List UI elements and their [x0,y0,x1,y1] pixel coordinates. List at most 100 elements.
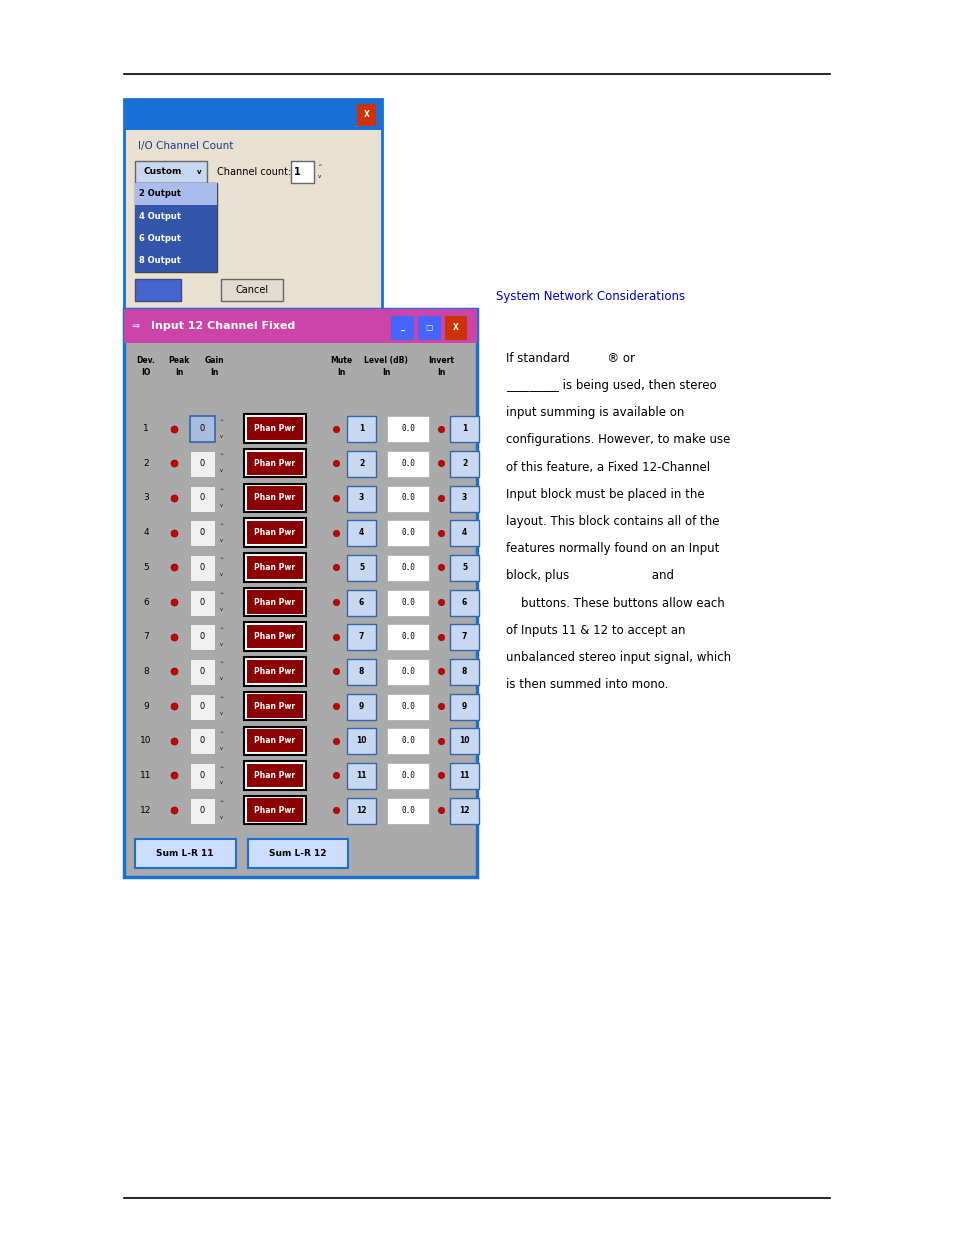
Text: If standard          ® or: If standard ® or [505,352,634,366]
Text: 7: 7 [358,632,364,641]
FancyBboxPatch shape [244,415,305,443]
Text: 10: 10 [458,736,470,745]
FancyBboxPatch shape [387,659,429,685]
Text: Phan Pwr: Phan Pwr [253,771,295,781]
Text: ^: ^ [219,627,223,632]
FancyBboxPatch shape [247,556,303,579]
Text: v: v [219,711,223,716]
FancyBboxPatch shape [190,798,214,824]
FancyBboxPatch shape [347,729,375,755]
Text: 10: 10 [140,736,152,745]
Text: 0: 0 [199,494,205,503]
FancyBboxPatch shape [221,279,283,301]
Text: 9: 9 [461,701,467,710]
FancyBboxPatch shape [135,161,207,183]
Text: 0.0: 0.0 [401,667,415,676]
Text: 4 Output: 4 Output [139,211,181,221]
Text: In: In [437,368,445,378]
FancyBboxPatch shape [135,227,216,249]
Text: 3: 3 [143,494,149,503]
FancyBboxPatch shape [244,726,305,755]
Text: Invert: Invert [428,356,455,366]
Text: 0: 0 [199,563,205,572]
FancyBboxPatch shape [450,694,478,720]
Text: 0: 0 [199,805,205,815]
FancyBboxPatch shape [135,205,216,227]
Text: Phan Pwr: Phan Pwr [253,736,295,745]
Text: features normally found on an Input: features normally found on an Input [505,542,719,556]
FancyBboxPatch shape [347,520,375,546]
Text: 0.0: 0.0 [401,701,415,710]
Text: layout. This block contains all of the: layout. This block contains all of the [505,515,719,529]
Text: 0.0: 0.0 [401,632,415,641]
Text: 1: 1 [358,424,364,433]
FancyBboxPatch shape [391,316,414,340]
Text: 0: 0 [199,458,205,468]
Text: X: X [453,324,458,332]
Text: 0.0: 0.0 [401,563,415,572]
Text: 12: 12 [140,805,152,815]
FancyBboxPatch shape [347,694,375,720]
FancyBboxPatch shape [135,279,181,301]
FancyBboxPatch shape [190,625,214,651]
Text: buttons. These buttons allow each: buttons. These buttons allow each [505,597,723,610]
Text: 12: 12 [458,805,470,815]
FancyBboxPatch shape [247,452,303,475]
Text: 5: 5 [358,563,364,572]
Text: Phan Pwr: Phan Pwr [253,424,295,433]
FancyBboxPatch shape [347,659,375,685]
Text: v: v [219,433,223,438]
Text: 2 Output: 2 Output [139,189,181,199]
FancyBboxPatch shape [135,183,216,205]
Text: Peak: Peak [169,356,190,366]
Text: 6 Output: 6 Output [139,233,181,243]
Text: _________ is being used, then stereo: _________ is being used, then stereo [505,379,716,393]
Text: In: In [175,368,183,378]
FancyBboxPatch shape [444,316,467,340]
FancyBboxPatch shape [124,99,381,346]
Text: Input 12 Channel Fixed: Input 12 Channel Fixed [151,321,294,331]
Text: 0.0: 0.0 [401,458,415,468]
Text: ^: ^ [219,766,223,771]
FancyBboxPatch shape [124,309,476,343]
FancyBboxPatch shape [347,625,375,651]
FancyBboxPatch shape [450,485,478,511]
Text: 3: 3 [461,494,467,503]
Text: v: v [219,642,223,647]
Text: ^: ^ [219,662,223,667]
Text: ^: ^ [219,557,223,562]
Text: 0: 0 [199,598,205,606]
Text: v: v [219,746,223,751]
FancyBboxPatch shape [387,625,429,651]
Text: 1: 1 [461,424,467,433]
Text: 9: 9 [143,701,149,710]
FancyBboxPatch shape [190,589,214,615]
Text: v: v [197,169,201,174]
FancyBboxPatch shape [244,692,305,720]
Text: 2: 2 [358,458,364,468]
FancyBboxPatch shape [124,309,476,877]
FancyBboxPatch shape [387,416,429,442]
Text: ^: ^ [317,164,321,169]
FancyBboxPatch shape [247,659,303,683]
Text: v: v [219,572,223,577]
FancyBboxPatch shape [190,763,214,789]
FancyBboxPatch shape [387,798,429,824]
Text: Phan Pwr: Phan Pwr [253,632,295,641]
Text: Sum L-R 12: Sum L-R 12 [269,848,326,858]
FancyBboxPatch shape [347,589,375,615]
FancyBboxPatch shape [450,659,478,685]
FancyBboxPatch shape [190,659,214,685]
FancyBboxPatch shape [244,588,305,616]
Text: 6: 6 [461,598,467,606]
Text: v: v [219,468,223,473]
FancyBboxPatch shape [450,451,478,477]
Text: Level (dB): Level (dB) [364,356,408,366]
Text: of Inputs 11 & 12 to accept an: of Inputs 11 & 12 to accept an [505,624,684,637]
FancyBboxPatch shape [347,451,375,477]
Text: 5: 5 [143,563,149,572]
FancyBboxPatch shape [347,798,375,824]
Text: ^: ^ [219,800,223,805]
Text: 7: 7 [461,632,467,641]
FancyBboxPatch shape [387,520,429,546]
